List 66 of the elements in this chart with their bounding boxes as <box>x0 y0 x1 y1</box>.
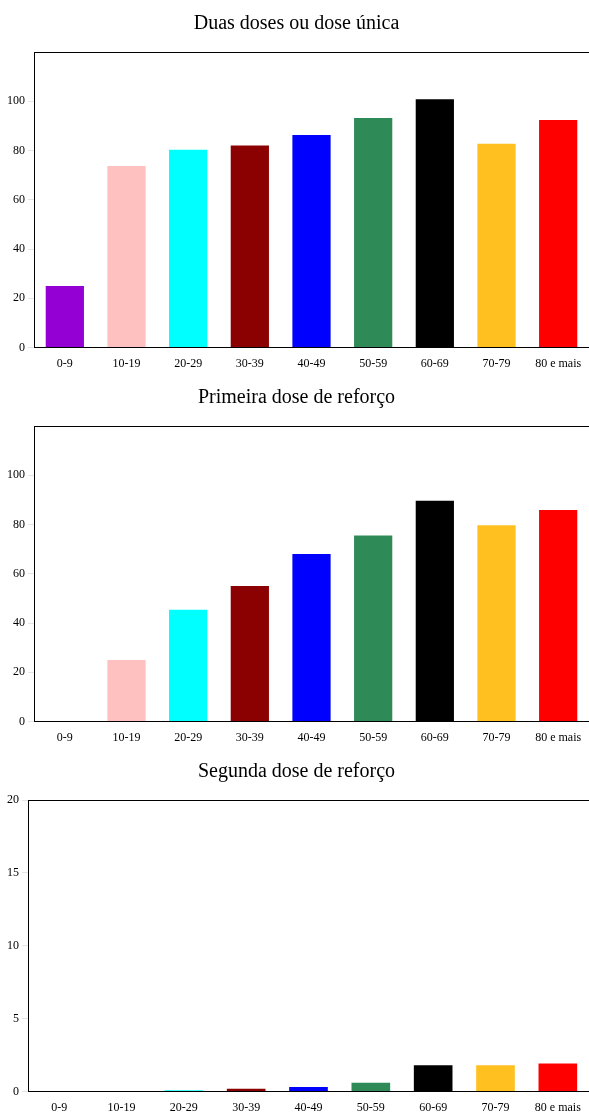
bar <box>107 166 146 348</box>
y-tick-label: 100 <box>7 93 25 108</box>
x-tick-label: 40-49 <box>297 729 326 744</box>
x-tick-label: 80 e mais <box>534 1099 582 1114</box>
y-tick-label: 0 <box>13 1083 19 1098</box>
bar <box>538 1063 578 1092</box>
bar <box>477 525 516 722</box>
bar <box>292 554 331 722</box>
x-tick-label: 0-9 <box>56 729 73 744</box>
x-tick-label: 60-69 <box>420 729 449 744</box>
y-tick-label: 0 <box>19 713 25 728</box>
bar <box>476 1065 515 1092</box>
y-tick-label: 40 <box>13 615 25 630</box>
x-tick-label: 30-39 <box>235 355 264 370</box>
x-tick-label: 60-69 <box>419 1099 448 1114</box>
bar <box>107 660 146 722</box>
x-tick-label: 60-69 <box>420 355 449 370</box>
x-tick-label: 70-79 <box>482 729 511 744</box>
x-tick-label: 10-19 <box>112 729 141 744</box>
bar <box>539 119 578 348</box>
x-tick-label: 20-29 <box>174 355 203 370</box>
x-tick-label: 80 e mais <box>535 355 582 370</box>
x-tick-label: 20-29 <box>169 1099 198 1114</box>
x-tick-label: 80 e mais <box>535 729 582 744</box>
x-tick-label: 30-39 <box>232 1099 261 1114</box>
bar <box>169 149 208 348</box>
y-tick-label: 15 <box>7 865 19 880</box>
bar <box>230 586 269 722</box>
bar <box>354 118 393 348</box>
y-tick-label: 80 <box>13 142 25 157</box>
y-tick-label: 10 <box>7 937 19 952</box>
y-tick-label: 100 <box>7 467 25 482</box>
bar <box>351 1082 391 1092</box>
x-tick-label: 40-49 <box>294 1099 323 1114</box>
chart-title: Segunda dose de reforço <box>197 759 396 783</box>
x-tick-label: 0-9 <box>51 1099 68 1114</box>
chart-title: Duas doses ou dose única <box>193 11 400 34</box>
bar <box>289 1086 328 1092</box>
y-tick-label: 20 <box>13 290 25 305</box>
x-tick-label: 10-19 <box>112 355 141 370</box>
x-tick-label: 20-29 <box>174 729 203 744</box>
bar <box>230 145 269 348</box>
x-tick-label: 70-79 <box>481 1099 510 1114</box>
x-tick-label: 50-59 <box>359 355 388 370</box>
x-tick-label: 40-49 <box>297 355 326 370</box>
y-tick-label: 20 <box>7 792 19 807</box>
y-tick-label: 5 <box>13 1010 19 1025</box>
y-tick-label: 80 <box>13 516 25 531</box>
x-tick-label: 50-59 <box>359 729 388 744</box>
y-tick-label: 60 <box>13 191 25 206</box>
bar <box>169 609 208 722</box>
y-tick-label: 40 <box>13 241 25 256</box>
bar <box>45 286 84 348</box>
y-tick-label: 20 <box>13 664 25 679</box>
x-tick-label: 10-19 <box>107 1099 136 1114</box>
bar <box>292 135 331 348</box>
y-tick-label: 60 <box>13 565 25 580</box>
x-tick-label: 70-79 <box>482 355 511 370</box>
bar <box>354 535 393 722</box>
x-tick-label: 50-59 <box>356 1099 385 1114</box>
x-tick-label: 0-9 <box>56 355 73 370</box>
y-tick-label: 0 <box>19 339 25 354</box>
bar <box>539 510 578 722</box>
x-tick-label: 30-39 <box>235 729 264 744</box>
bar <box>477 143 516 348</box>
chart-title: Primeira dose de reforço <box>197 385 396 409</box>
